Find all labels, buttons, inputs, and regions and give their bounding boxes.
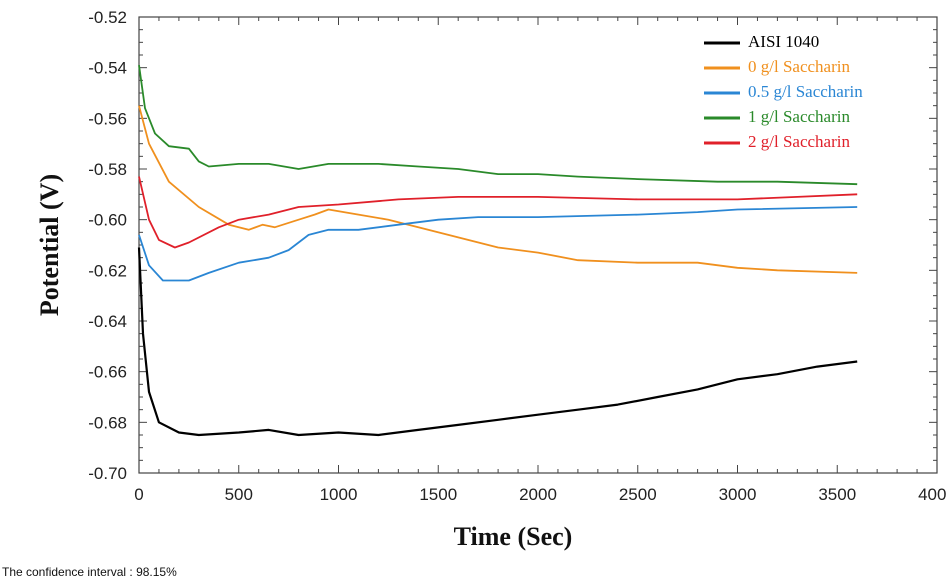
series-line-0-g-l-saccharin: [138, 105, 858, 274]
legend-label: 1 g/l Saccharin: [748, 107, 850, 126]
y-tick-label: -0.60: [88, 211, 127, 230]
y-tick-label: -0.56: [88, 109, 127, 128]
series-line-0-5-g-l-saccharin: [138, 206, 858, 282]
axes: 0 500 1000 1500 2000 2500 3000 3500 4000 -0.52 -0.…: [88, 8, 947, 504]
x-tick-label: 4000: [918, 485, 947, 504]
x-tick-label: 500: [225, 485, 253, 504]
series-lines: [137, 64, 858, 437]
x-tick-label: 2500: [619, 485, 657, 504]
x-tick-label: 1000: [320, 485, 358, 504]
x-axis-label: Time (Sec): [454, 522, 573, 551]
x-tick-label: 3000: [719, 485, 757, 504]
x-tick-label: 1500: [419, 485, 457, 504]
x-tick-label: 0: [134, 485, 143, 504]
series-line-aisi-1040: [137, 247, 858, 437]
series-line-2-g-l-saccharin: [138, 176, 858, 249]
x-tick-label: 2000: [519, 485, 557, 504]
y-axis-label: Potential (V): [35, 174, 64, 316]
y-tick-label: -0.70: [88, 464, 127, 483]
legend: AISI 1040 0 g/l Saccharin 0.5 g/l Sacchari…: [704, 32, 863, 151]
legend-label: 2 g/l Saccharin: [748, 132, 850, 151]
y-tick-label: -0.58: [88, 160, 127, 179]
y-tick-label: -0.64: [88, 312, 127, 331]
legend-label: 0 g/l Saccharin: [748, 57, 850, 76]
legend-label: 0.5 g/l Saccharin: [748, 82, 863, 101]
y-tick-label: -0.54: [88, 59, 127, 78]
confidence-interval-note: The confidence interval : 98.15%: [2, 565, 177, 579]
series-line-1-g-l-saccharin: [138, 64, 858, 186]
y-tick-label: -0.68: [88, 413, 127, 432]
x-tick-label: 3500: [818, 485, 856, 504]
y-tick-label: -0.52: [88, 8, 127, 27]
y-tick-label: -0.66: [88, 363, 127, 382]
legend-label: AISI 1040: [748, 32, 819, 51]
y-tick-label: -0.62: [88, 261, 127, 280]
